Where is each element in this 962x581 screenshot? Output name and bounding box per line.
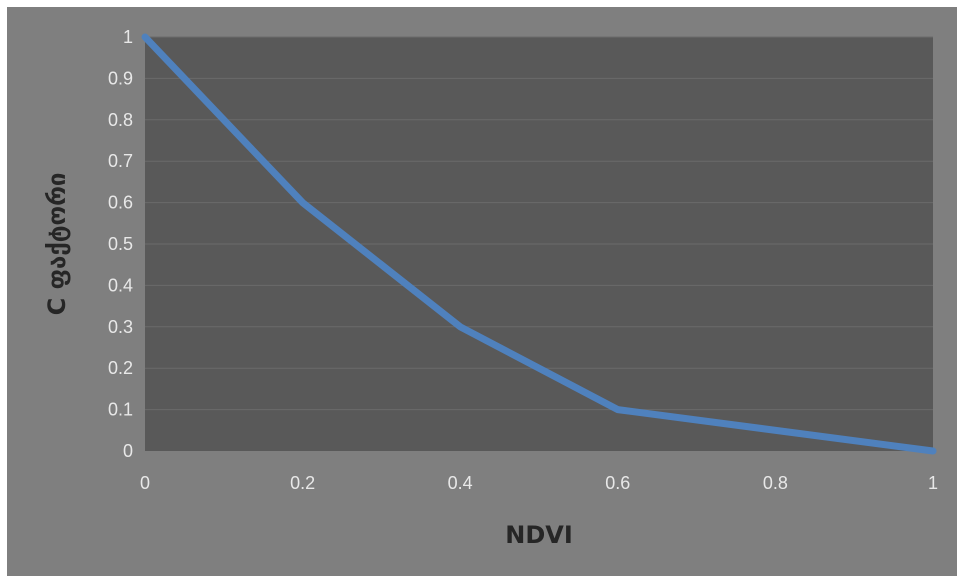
y-tick-label: 0.5	[108, 234, 133, 254]
y-tick-label: 0.9	[108, 68, 133, 88]
y-tick-label: 0	[123, 441, 133, 461]
line-chart: 0 0.1 0.2 0.3 0.4 0.5 0.6 0.7 0.8 0.9 1 0 0.2 0.4 0.6…	[43, 27, 938, 549]
x-tick-label: 0.6	[605, 473, 630, 493]
y-tick-label: 0.3	[108, 317, 133, 337]
y-tick-label: 0.6	[108, 193, 133, 213]
y-tick-label: 0.8	[108, 110, 133, 130]
y-axis-title: C ფაქტორი	[43, 173, 71, 316]
y-axis-ticks: 0 0.1 0.2 0.3 0.4 0.5 0.6 0.7 0.8 0.9 1	[108, 27, 133, 461]
x-tick-label: 0.2	[290, 473, 315, 493]
y-tick-label: 0.2	[108, 358, 133, 378]
x-axis-ticks: 0 0.2 0.4 0.6 0.8 1	[140, 473, 938, 493]
series-line	[141, 33, 937, 455]
x-tick-label: 1	[928, 473, 938, 493]
y-tick-label: 1	[123, 27, 133, 47]
x-tick-label: 0	[140, 473, 150, 493]
x-axis-title: NDVI	[505, 521, 573, 549]
x-tick-label: 0.8	[763, 473, 788, 493]
y-tick-label: 0.4	[108, 275, 133, 295]
y-tick-label: 0.7	[108, 151, 133, 171]
chart-container: 0 0.1 0.2 0.3 0.4 0.5 0.6 0.7 0.8 0.9 1 0 0.2 0.4 0.6…	[7, 7, 957, 576]
y-tick-label: 0.1	[108, 400, 133, 420]
x-tick-label: 0.4	[448, 473, 473, 493]
